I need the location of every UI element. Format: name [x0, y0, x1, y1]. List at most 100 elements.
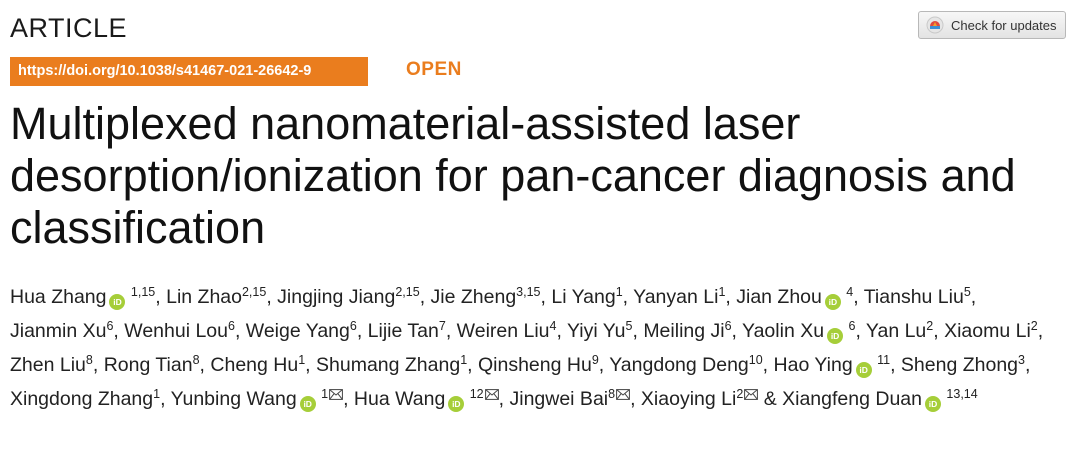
author-name[interactable]: Qinsheng Hu [477, 354, 592, 376]
check-for-updates-button[interactable]: Check for updates [918, 11, 1066, 39]
author-name[interactable]: Xingdong Zhang [10, 388, 154, 410]
author-item: Tianshu Liu5 [864, 286, 971, 308]
author-item: Lin Zhao2,15 [166, 286, 266, 308]
author-affiliation[interactable]: 6 [227, 319, 235, 333]
orcid-icon[interactable]: iD [855, 362, 872, 378]
author-affiliation[interactable]: 1 [615, 285, 623, 299]
author-name[interactable]: Zhen Liu [10, 354, 86, 376]
author-affiliation[interactable]: 10 [748, 353, 763, 367]
author-affiliation[interactable]: 1,15 [130, 285, 156, 299]
author-affiliation[interactable]: 1 [718, 285, 726, 299]
author-affiliation[interactable]: 6 [848, 319, 856, 333]
author-name[interactable]: Hao Ying [773, 354, 853, 376]
author-name[interactable]: Xiaoying Li [640, 388, 737, 410]
author-affiliation[interactable]: 8 [608, 387, 616, 401]
author-item: Hua Zhang iD 1,15 [10, 285, 156, 310]
author-item: Yiyi Yu5 [567, 320, 633, 342]
envelope-icon[interactable] [484, 389, 499, 400]
author-affiliation[interactable]: 3 [1018, 353, 1025, 367]
author-name[interactable]: Cheng Hu [210, 354, 299, 376]
author-item: Yunbing Wang iD 1 [170, 387, 344, 412]
author-name[interactable]: Lijie Tan [367, 320, 439, 342]
check-updates-icon [926, 16, 944, 34]
author-item: Yan Lu2 [866, 320, 933, 342]
author-affiliation[interactable]: 8 [85, 353, 93, 367]
orcid-icon[interactable]: iD [925, 396, 941, 412]
author-affiliation[interactable]: 1 [321, 387, 329, 401]
author-name[interactable]: Yanyan Li [633, 286, 719, 308]
author-name[interactable]: Meiling Ji [643, 320, 725, 342]
author-name[interactable]: Xiaomu Li [944, 320, 1031, 342]
author-name[interactable]: Wenhui Lou [124, 320, 228, 342]
author-name[interactable]: Shumang Zhang [316, 354, 461, 376]
author-item: Jianmin Xu6 [10, 320, 113, 342]
author-affiliation[interactable]: 1 [460, 353, 468, 367]
author-name[interactable]: Lin Zhao [166, 286, 242, 308]
author-affiliation[interactable]: 12 [469, 387, 484, 401]
author-affiliation[interactable]: 3,15 [516, 285, 541, 299]
orcid-icon[interactable]: iD [109, 294, 126, 310]
author-affiliation[interactable]: 1 [298, 353, 306, 367]
author-affiliation[interactable]: 6 [106, 319, 114, 333]
envelope-icon[interactable] [329, 389, 343, 400]
author-item: Meiling Ji6 [643, 320, 731, 342]
author-name[interactable]: Jie Zheng [430, 286, 517, 308]
author-name[interactable]: Jingjing Jiang [277, 286, 396, 308]
author-name[interactable]: Yaolin Xu [742, 320, 825, 342]
author-affiliation[interactable]: 2,15 [241, 285, 267, 299]
author-name[interactable]: Hua Wang [353, 388, 446, 410]
orcid-icon[interactable]: iD [448, 396, 465, 412]
check-for-updates-label: Check for updates [951, 17, 1057, 33]
author-affiliation[interactable]: 11 [877, 353, 891, 367]
author-name[interactable]: Li Yang [551, 286, 616, 308]
doi-link[interactable]: https://doi.org/10.1038/s41467-021-26642… [10, 57, 368, 86]
author-name[interactable]: Sheng Zhong [900, 354, 1019, 376]
author-list: Hua Zhang iD 1,15, Lin Zhao2,15, Jingjing… [10, 285, 1044, 412]
author-name[interactable]: Tianshu Liu [863, 286, 964, 308]
author-affiliation[interactable]: 6 [349, 319, 357, 333]
author-item: Shumang Zhang1 [316, 354, 467, 376]
author-affiliation[interactable]: 6 [724, 319, 732, 333]
author-affiliation[interactable]: 13,14 [946, 387, 978, 401]
author-item: Rong Tian8 [104, 354, 200, 376]
author-item: Jingjing Jiang2,15 [277, 286, 420, 308]
author-affiliation[interactable]: 2 [926, 319, 934, 333]
author-name[interactable]: Xiangfeng Duan [782, 388, 922, 410]
envelope-icon[interactable] [616, 389, 630, 400]
author-affiliation[interactable]: 2 [736, 387, 744, 401]
author-name[interactable]: Yiyi Yu [566, 320, 626, 342]
author-name[interactable]: Jian Zhou [736, 286, 822, 308]
author-affiliation[interactable]: 2,15 [395, 285, 420, 299]
author-item: Hao Ying iD 11 [773, 353, 891, 378]
author-name[interactable]: Hua Zhang [10, 286, 107, 308]
author-name[interactable]: Weige Yang [245, 320, 350, 342]
author-item: Sheng Zhong3 [901, 354, 1025, 376]
orcid-icon[interactable]: iD [824, 294, 841, 310]
author-item: Hua Wang iD 12 [353, 387, 499, 412]
author-item: Jingwei Bai8 [509, 388, 630, 410]
author-affiliation[interactable]: 7 [438, 319, 446, 333]
author-affiliation[interactable]: 9 [591, 353, 599, 367]
author-item: Cheng Hu1 [210, 354, 305, 376]
author-affiliation[interactable]: 1 [153, 387, 161, 401]
author-name[interactable]: Rong Tian [103, 354, 193, 376]
orcid-icon[interactable]: iD [827, 328, 844, 344]
author-name[interactable]: Yan Lu [865, 320, 927, 342]
article-type: ARTICLE [10, 13, 128, 43]
author-name[interactable]: Yunbing Wang [170, 388, 297, 410]
envelope-icon[interactable] [744, 389, 759, 400]
author-item: Lijie Tan7 [368, 320, 446, 342]
author-name[interactable]: Jingwei Bai [509, 388, 609, 410]
author-affiliation[interactable]: 4 [549, 319, 557, 333]
author-name[interactable]: Yangdong Deng [609, 354, 749, 376]
author-item: Yanyan Li1 [633, 286, 725, 308]
author-name[interactable]: Jianmin Xu [10, 320, 107, 342]
author-affiliation[interactable]: 5 [625, 319, 633, 333]
author-affiliation[interactable]: 2 [1030, 319, 1038, 333]
author-affiliation[interactable]: 5 [963, 285, 971, 299]
author-name[interactable]: Weiren Liu [456, 320, 550, 342]
orcid-icon[interactable]: iD [299, 396, 316, 412]
author-affiliation[interactable]: 8 [192, 353, 200, 367]
author-item: Jian Zhou iD 4 [736, 285, 854, 310]
author-affiliation[interactable]: 4 [846, 285, 854, 299]
